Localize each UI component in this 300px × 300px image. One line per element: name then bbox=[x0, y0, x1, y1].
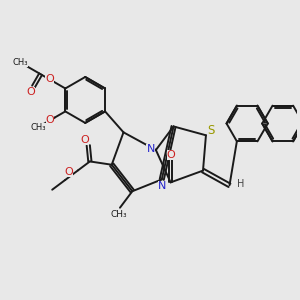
Text: O: O bbox=[26, 87, 35, 97]
Text: N: N bbox=[158, 181, 166, 191]
Text: CH₃: CH₃ bbox=[110, 210, 127, 219]
Text: H: H bbox=[237, 179, 244, 189]
Text: N: N bbox=[146, 143, 155, 154]
Text: O: O bbox=[64, 167, 73, 177]
Text: CH₃: CH₃ bbox=[31, 122, 46, 131]
Text: S: S bbox=[208, 124, 215, 137]
Text: O: O bbox=[167, 150, 176, 160]
Text: O: O bbox=[45, 74, 54, 84]
Text: O: O bbox=[46, 115, 54, 125]
Text: O: O bbox=[80, 135, 89, 145]
Text: CH₃: CH₃ bbox=[12, 58, 28, 67]
